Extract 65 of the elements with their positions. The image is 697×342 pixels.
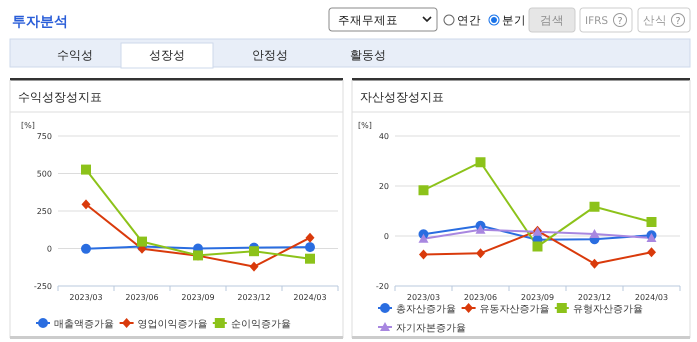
text: 활동성 xyxy=(350,48,386,62)
point xyxy=(82,199,90,210)
point xyxy=(250,262,258,272)
point xyxy=(81,244,91,254)
point xyxy=(305,254,315,264)
point xyxy=(646,233,656,242)
legend-label: 유동자산증가율 xyxy=(480,304,550,315)
legend-label: 총자산증가율 xyxy=(396,304,456,315)
point xyxy=(590,258,599,269)
x-tick-label: 2023/12 xyxy=(237,293,271,302)
y-tick-label: 0 xyxy=(46,244,52,254)
legend-label: 순이익증가율 xyxy=(230,319,291,330)
x-tick-label: 2023/03 xyxy=(406,293,440,302)
point xyxy=(419,250,428,260)
y-tick-label: -20 xyxy=(376,282,389,291)
legend-label: 유형자산증가율 xyxy=(572,304,643,315)
y-tick-label: 250 xyxy=(36,207,52,216)
text: 산식 xyxy=(643,13,667,27)
point xyxy=(590,202,600,212)
point xyxy=(476,224,486,234)
legend-label: 자기자본증가율 xyxy=(396,323,466,334)
point xyxy=(646,217,656,227)
point xyxy=(532,242,542,252)
point xyxy=(81,164,91,175)
text: ? xyxy=(617,16,623,27)
point xyxy=(476,248,485,258)
point xyxy=(305,242,315,252)
point xyxy=(306,232,314,243)
x-tick-label: 2023/12 xyxy=(578,293,612,302)
legend-label: 매출액증가율 xyxy=(54,319,114,330)
text: 주재무제표 xyxy=(338,13,398,27)
text: IFRS xyxy=(585,15,608,27)
point xyxy=(647,247,656,258)
y-tick-label: -250 xyxy=(34,282,52,291)
y-tick-label: 750 xyxy=(36,132,52,141)
text: 투자분석 xyxy=(12,14,68,30)
text: 연간 xyxy=(457,13,481,27)
y-tick-label: 20 xyxy=(378,182,389,191)
x-tick-label: 2023/03 xyxy=(69,293,103,302)
x-tick-label: 2024/03 xyxy=(293,293,327,302)
text: 검색 xyxy=(540,13,564,27)
point xyxy=(418,185,428,196)
x-tick-label: 2023/06 xyxy=(125,293,159,302)
point xyxy=(418,234,428,243)
x-tick-label: 2023/09 xyxy=(181,293,215,302)
point xyxy=(137,236,147,247)
legend-label: 영업이익증가율 xyxy=(138,319,208,330)
point xyxy=(590,229,600,238)
point xyxy=(249,246,259,256)
text: 안정성 xyxy=(252,48,288,62)
chart-title: 수익성장성지표 xyxy=(18,90,102,104)
y-tick-label: 0 xyxy=(384,232,389,241)
x-tick-label: 2023/06 xyxy=(464,293,498,302)
point xyxy=(476,157,486,168)
x-tick-label: 2023/09 xyxy=(520,293,554,302)
text: 수익성 xyxy=(57,48,93,62)
text: ? xyxy=(675,16,681,27)
y-axis-title: [%] xyxy=(358,121,372,130)
text: 성장성 xyxy=(149,48,185,62)
text: 분기 xyxy=(502,13,526,27)
y-tick-label: 40 xyxy=(378,132,389,141)
chart-title: 자산성장성지표 xyxy=(360,90,444,104)
y-axis-title: [%] xyxy=(21,121,35,130)
y-tick-label: 500 xyxy=(36,170,52,178)
x-tick-label: 2024/03 xyxy=(634,293,668,302)
